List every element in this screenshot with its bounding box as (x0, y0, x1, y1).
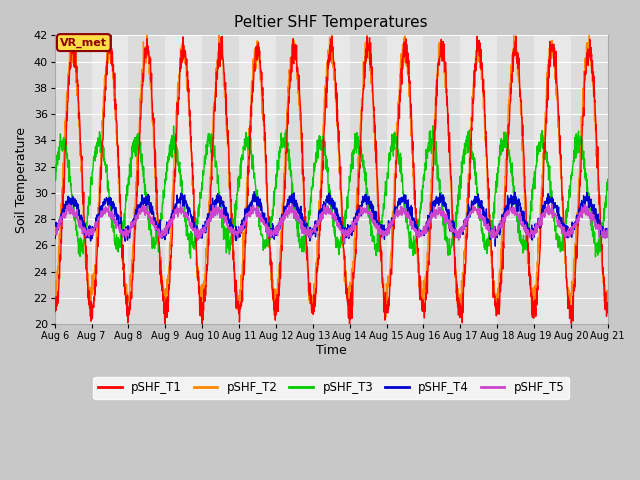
Text: VR_met: VR_met (60, 37, 108, 48)
Bar (534, 36, 571, 324)
Bar (165, 36, 202, 324)
Bar (424, 36, 460, 324)
Bar (202, 36, 239, 324)
Legend: pSHF_T1, pSHF_T2, pSHF_T3, pSHF_T4, pSHF_T5: pSHF_T1, pSHF_T2, pSHF_T3, pSHF_T4, pSHF… (93, 377, 570, 399)
X-axis label: Time: Time (316, 344, 347, 357)
Bar (239, 36, 276, 324)
Bar (92, 36, 129, 324)
Title: Peltier SHF Temperatures: Peltier SHF Temperatures (234, 15, 428, 30)
Bar (276, 36, 313, 324)
Bar (571, 36, 608, 324)
Bar (129, 36, 165, 324)
Bar (460, 36, 497, 324)
Bar (313, 36, 349, 324)
Bar (387, 36, 424, 324)
Bar (497, 36, 534, 324)
Bar (55, 36, 92, 324)
Bar (349, 36, 387, 324)
Y-axis label: Soil Temperature: Soil Temperature (15, 127, 28, 233)
